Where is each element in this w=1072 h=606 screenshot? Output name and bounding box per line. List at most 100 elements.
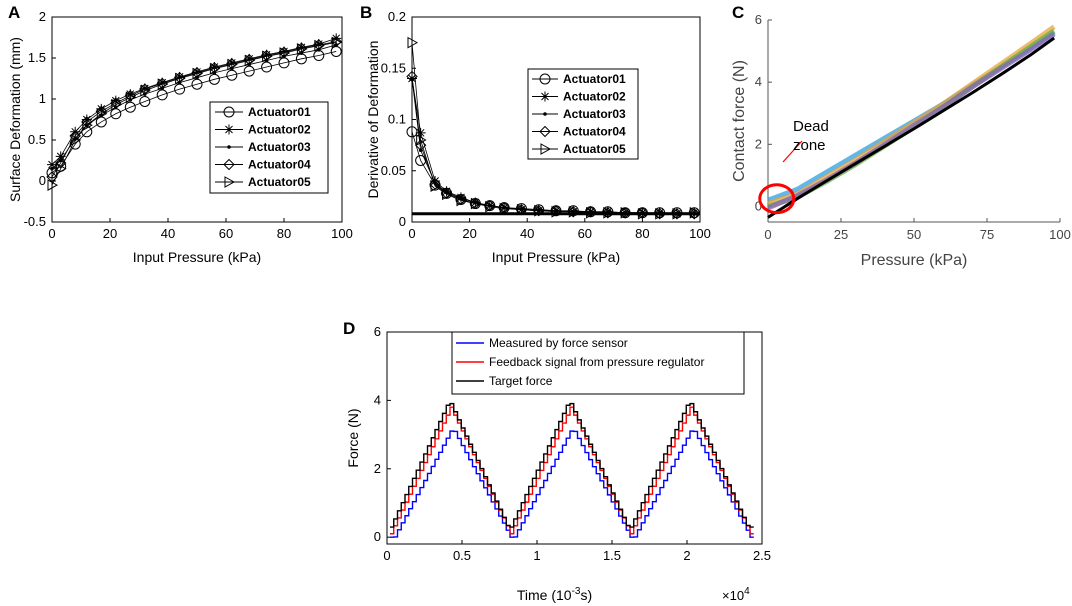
data-point [295,42,308,54]
legend-label: Actuator04 [248,158,311,172]
data-point [469,197,482,210]
data-point [191,67,203,79]
legend-label: Actuator03 [248,140,311,154]
data-point [243,53,255,66]
y-tick-label: 0.05 [381,163,406,178]
data-point [192,67,204,80]
x-tick-label: 0 [764,227,771,242]
y-tick-label: 0.1 [388,112,406,127]
data-point [619,207,631,219]
panel-label-d: D [343,319,355,338]
y-axis-label: Derivative of Deformation [365,41,381,199]
data-point [586,206,597,219]
data-point [69,130,81,142]
legend-label: Actuator03 [563,107,626,121]
data-point [47,179,59,191]
data-point [414,139,427,151]
panel-label-a: A [8,3,20,22]
x-tick-label: 20 [462,226,476,241]
data-point [296,43,308,55]
legend-marker [540,91,550,102]
legend-label: Actuator01 [248,105,311,119]
data-point [192,66,202,77]
x-tick-label: 100 [689,226,711,241]
data-point [82,119,93,132]
data-point [655,207,666,220]
x-axis-label-main: Time (10 [517,587,572,603]
x-multiplier-base: ×10 [722,588,744,603]
data-point [157,77,168,88]
legend-label: Actuator04 [563,125,626,139]
x-tick-label: 0 [408,226,415,241]
data-point [653,208,666,220]
y-tick-label: 4 [374,392,381,407]
data-point [415,127,426,138]
y-axis-label: Force (N) [345,408,361,467]
series-line-Actuator01 [51,51,337,174]
x-tick-label: 1 [533,548,540,563]
x-tick-label: 100 [331,226,353,241]
x-tick-label: 40 [161,226,175,241]
legend-label: Feedback signal from pressure regulator [489,355,704,369]
data-point [636,207,649,219]
legend-marker [539,125,551,138]
data-point [533,205,545,217]
data-point [244,53,255,64]
plot-frame [51,16,343,223]
legend-label: Actuator01 [563,72,626,86]
panel-label-b: B [360,3,372,22]
x-tick-label: 40 [520,226,534,241]
data-point [96,107,108,120]
data-point [313,39,324,50]
data-point [209,62,221,75]
data-point [331,33,342,44]
x-tick-label: 50 [907,227,921,242]
legend-label: Measured by force sensor [489,336,628,350]
data-point [330,35,342,48]
legend-label: Actuator02 [248,123,311,137]
series-line-Actuator05 [51,42,337,186]
data-point [407,36,419,49]
y-axis-label: Surface Deformation (mm) [7,37,23,202]
data-point [584,206,597,218]
data-point [430,176,441,186]
panel-d: D 0 0.5 1 1.5 2 2.5 0 2 4 6 Measured by force senso… [343,319,771,603]
legend-marker [224,124,234,135]
x-tick-label: 20 [103,226,117,241]
data-point [671,208,683,220]
data-point [296,42,307,53]
legend-marker [224,176,236,188]
y-tick-label: -0.5 [24,214,46,229]
data-point [208,62,221,74]
data-point [111,98,122,111]
x-tick-label: 100 [1049,227,1071,242]
x-multiplier: ×104 [722,586,750,603]
series-line-Feedback signal from pressure regulator [390,406,754,535]
legend-marker [227,145,231,149]
x-axis-label: Input Pressure (kPa) [133,249,261,265]
x-tick-label: 2.5 [753,548,771,563]
data-point [620,206,632,219]
x-tick-label: 25 [834,227,848,242]
data-point [244,54,256,67]
y-tick-label: 6 [755,12,762,27]
data-point [550,205,562,217]
data-point [415,155,427,166]
legend-marker [223,158,235,171]
y-tick-label: 0 [755,198,762,213]
x-tick-label: 60 [578,226,592,241]
legend-box [451,331,745,395]
data-point [430,180,442,192]
y-tick-label: 0 [374,529,381,544]
data-point [125,91,137,104]
legend-marker [543,112,547,116]
data-point [499,202,511,215]
y-tick-label: 0.5 [28,132,46,147]
data-point [534,204,545,217]
data-point [672,207,683,220]
dead-zone-circle [758,183,796,215]
y-tick-label: 2 [374,461,381,476]
data-point [110,97,122,109]
x-tick-label: 75 [980,227,994,242]
y-tick-label: 0 [39,173,46,188]
